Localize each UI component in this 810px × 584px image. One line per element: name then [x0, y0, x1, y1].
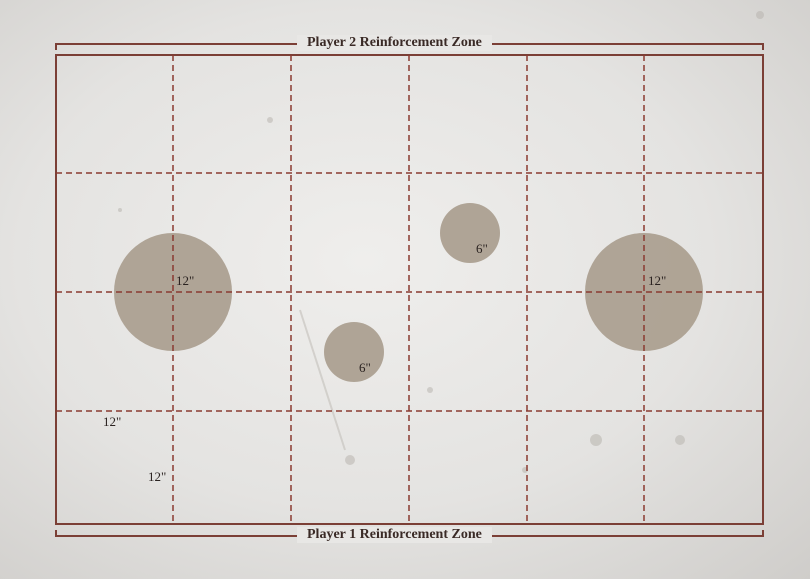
concrete-texture — [118, 11, 764, 473]
grid-height-label: 12" — [103, 414, 122, 429]
objective-right-large — [585, 233, 703, 351]
objective-right-radius-label: 12" — [648, 273, 667, 288]
player1-zone-label: Player 1 Reinforcement Zone — [297, 527, 492, 543]
objective-upper-small — [440, 203, 500, 263]
scratch-mark — [299, 309, 346, 451]
grid-horizontal-lines — [56, 172, 763, 412]
objective-lower-small — [324, 322, 384, 382]
objective-upper-radius-label: 6" — [476, 241, 488, 256]
grid-vertical-lines — [172, 55, 645, 524]
objective-left-large — [114, 233, 232, 351]
objective-lower-radius-label: 6" — [359, 360, 371, 375]
player2-zone-label: Player 2 Reinforcement Zone — [297, 35, 492, 51]
grid-width-label: 12" — [148, 469, 167, 484]
objective-left-radius-label: 12" — [176, 273, 195, 288]
